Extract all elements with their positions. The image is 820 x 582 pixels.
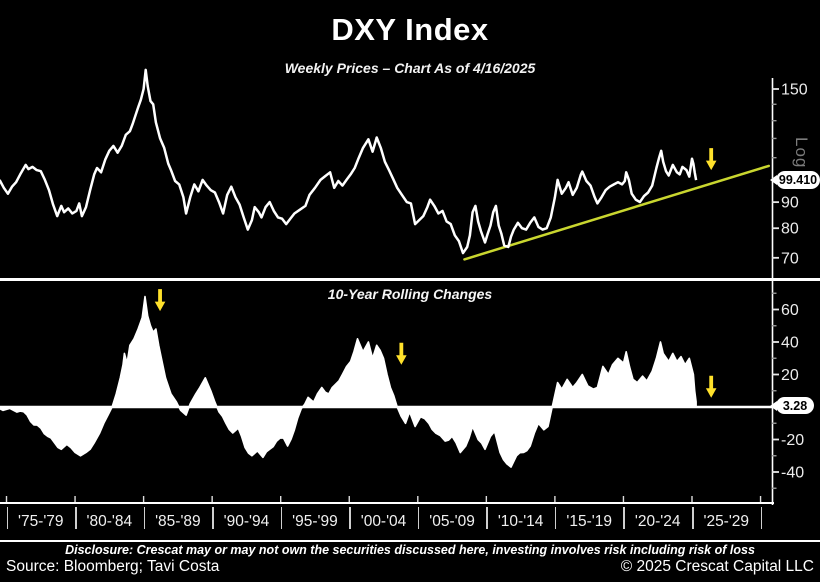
x-axis-label: '95-'99 (292, 513, 338, 530)
rolling-change-area-series (0, 295, 697, 468)
y-axis-tick-label: 80 (781, 221, 799, 238)
copyright-text: © 2025 Crescat Capital LLC (620, 558, 814, 575)
x-label-separator (75, 507, 77, 529)
last-price-callout: 99.410 (770, 171, 820, 189)
labels-underline (0, 540, 820, 542)
disclosure-text: Disclosure: Crescat may or may not own t… (65, 543, 755, 557)
y-axis-tick-label: 90 (781, 195, 799, 212)
down-arrow-icon (396, 342, 407, 365)
y-axis-tick-label: 40 (781, 335, 799, 352)
x-label-separator (623, 507, 625, 529)
down-arrow-icon (705, 148, 717, 171)
page-title: DXY Index (331, 12, 489, 47)
rolling-panel-title: 10-Year Rolling Changes (327, 286, 493, 302)
last-rolling-value-callout: 3.28 (770, 397, 814, 414)
x-label-separator (212, 507, 214, 529)
x-axis-label: '25-'29 (703, 513, 750, 530)
support-trendline (463, 164, 771, 261)
x-label-separator (417, 507, 420, 529)
x-axis-label: '20-'24 (634, 513, 681, 530)
down-arrow-icon (154, 289, 166, 312)
x-label-separator (349, 507, 351, 529)
x-axis-label: '05-'09 (429, 513, 475, 530)
x-axis-label: '15-'19 (566, 513, 612, 530)
x-axis-label: '90-'94 (223, 513, 270, 530)
x-label-separator (280, 507, 283, 529)
x-axis-label: '00-'04 (360, 513, 407, 530)
chart-subtitle: Weekly Prices – Chart As of 4/16/2025 (284, 60, 536, 76)
x-label-separator (760, 507, 763, 529)
down-arrow-icon (705, 375, 717, 398)
x-label-separator (554, 507, 557, 529)
x-axis-label-row: '75-'79 '80-'84 '85-'89 '90-'94 '95-'99 '00-'… (0, 504, 820, 540)
x-axis-label: '75-'79 (17, 513, 64, 530)
y-axis-tick-label: 20 (781, 367, 799, 384)
panel-divider-line (0, 278, 820, 281)
x-label-separator (143, 507, 146, 529)
x-axis-line (0, 502, 774, 504)
rolling-panel-chart: 6040200-20-40 (0, 281, 804, 505)
x-axis-label: '85-'89 (155, 513, 201, 530)
price-line-series (0, 68, 698, 255)
log-scale-label: Log (792, 137, 811, 169)
price-panel-chart: 150 90 80 70 (0, 68, 808, 279)
x-label-separator (486, 507, 488, 529)
y-axis-tick-label: 150 (781, 82, 808, 99)
x-axis-label: '80-'84 (86, 513, 133, 530)
x-axis-label: '10-'14 (497, 513, 544, 530)
y-axis-tick-label: -20 (781, 432, 804, 449)
y-axis-tick-label: 60 (781, 302, 799, 319)
source-text: Source: Bloomberg; Tavi Costa (6, 558, 220, 575)
x-label-separator (692, 507, 694, 529)
x-label-separator (6, 507, 8, 529)
y-axis-tick-label: -40 (781, 465, 804, 482)
y-axis-tick-label: 70 (781, 250, 799, 267)
